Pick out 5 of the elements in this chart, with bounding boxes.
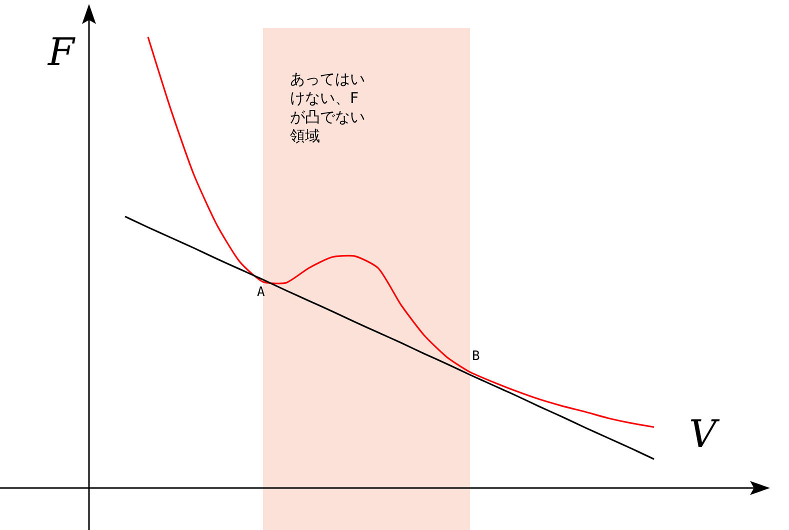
y-axis-title: F [47, 30, 76, 74]
annotation: A [257, 285, 265, 300]
annotation: あってはいけない、Fが凸でない領域 [290, 70, 366, 146]
x-axis-title: V [689, 412, 720, 456]
annotation: B [472, 349, 480, 364]
